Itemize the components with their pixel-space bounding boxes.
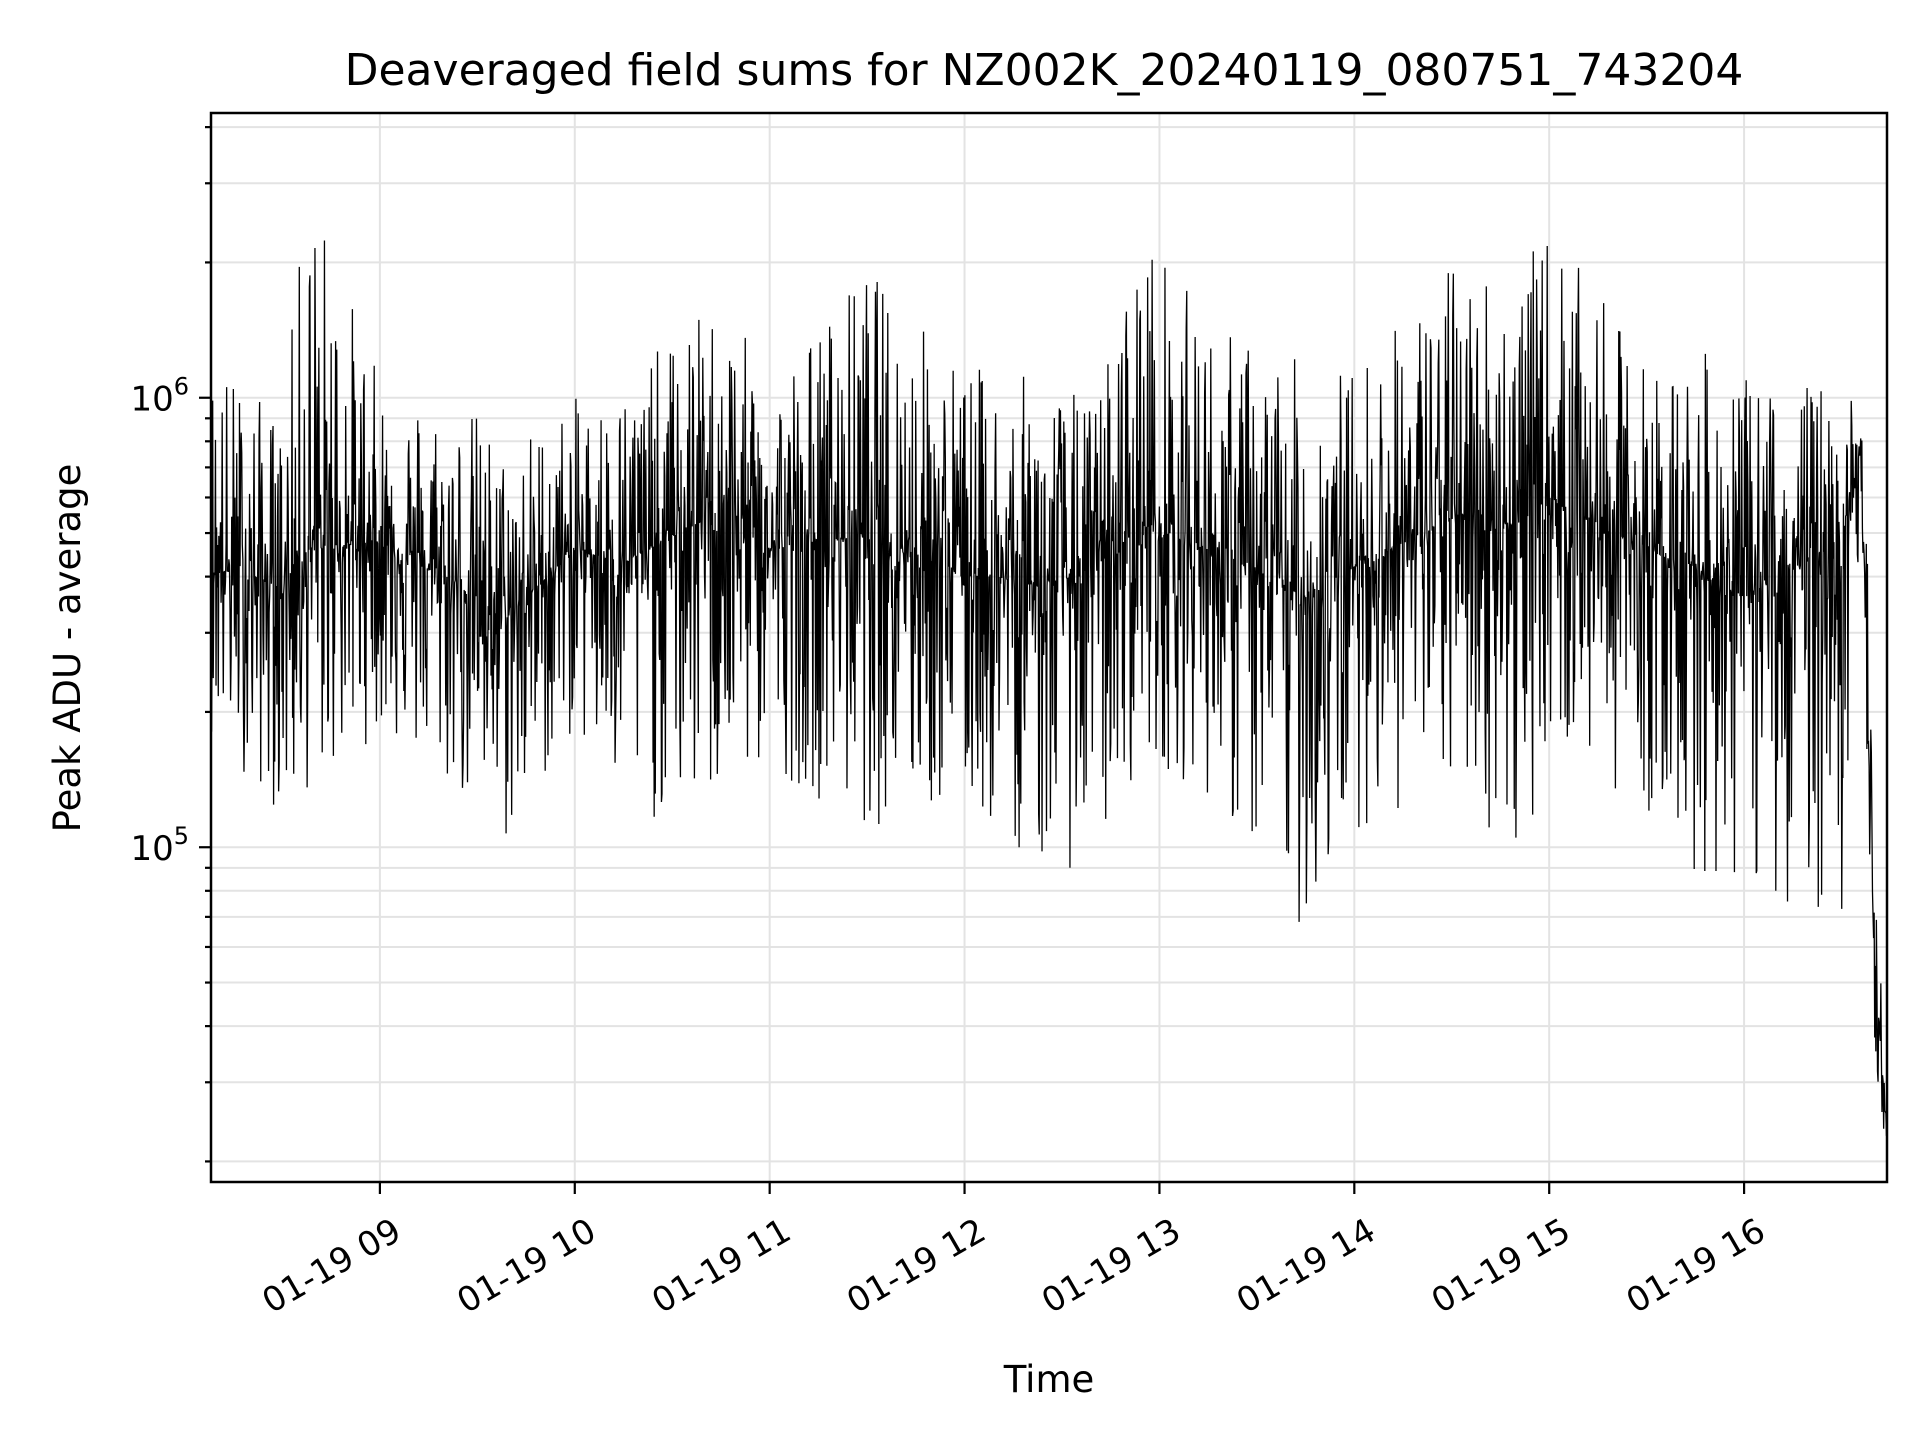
y-tick-label-exponent: 6 xyxy=(174,373,189,401)
chart-title: Deaveraged field sums for NZ002K_2024011… xyxy=(345,45,1744,96)
y-tick-label-base: 10 xyxy=(130,380,173,420)
plot-frame xyxy=(209,111,1889,1184)
x-axis-label: Time xyxy=(1003,1358,1095,1401)
y-tick-label: 105 xyxy=(130,822,189,869)
series-layer xyxy=(210,240,1888,1136)
y-axis-label: Peak ADU - average xyxy=(46,464,89,833)
y-tick-label-exponent: 5 xyxy=(174,822,189,850)
series-line xyxy=(210,240,1888,1136)
y-tick-label: 106 xyxy=(130,373,189,420)
y-tick-label-base: 10 xyxy=(130,829,173,869)
